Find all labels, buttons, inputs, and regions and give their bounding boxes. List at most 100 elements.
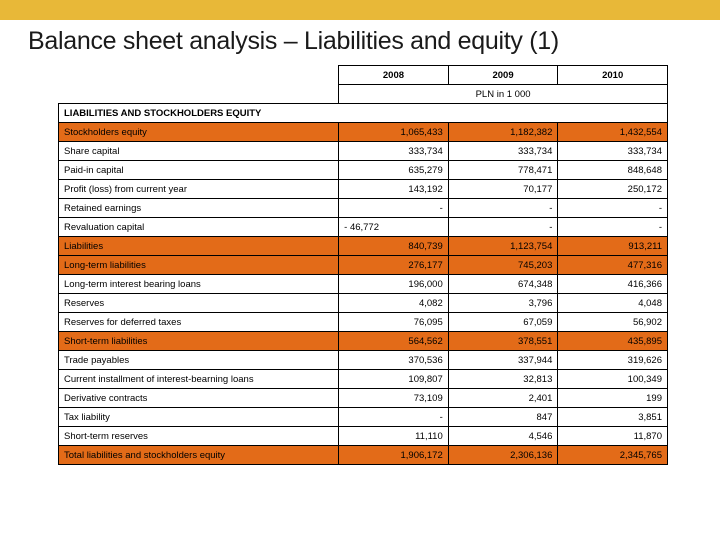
row-value: 913,211 xyxy=(558,237,668,256)
accent-bar xyxy=(0,0,720,20)
table-row: Reserves for deferred taxes76,09567,0595… xyxy=(59,313,668,332)
year-header: 2010 xyxy=(558,66,668,85)
table-row: Share capital333,734333,734333,734 xyxy=(59,142,668,161)
row-value: 4,048 xyxy=(558,294,668,313)
page-title: Balance sheet analysis – Liabilities and… xyxy=(28,26,692,57)
row-value: 276,177 xyxy=(339,256,449,275)
section-header: LIABILITIES AND STOCKHOLDERS EQUITY xyxy=(59,104,668,123)
table-row: Short-term reserves11,1104,54611,870 xyxy=(59,427,668,446)
row-value: 337,944 xyxy=(448,351,558,370)
row-value: 70,177 xyxy=(448,180,558,199)
table-row: Tax liability-8473,851 xyxy=(59,408,668,427)
table-row: Current installment of interest-bearning… xyxy=(59,370,668,389)
table-row: Retained earnings--- xyxy=(59,199,668,218)
row-value: 378,551 xyxy=(448,332,558,351)
row-value: 56,902 xyxy=(558,313,668,332)
row-value: 250,172 xyxy=(558,180,668,199)
row-value: 4,546 xyxy=(448,427,558,446)
year-header: 2008 xyxy=(339,66,449,85)
row-value: 778,471 xyxy=(448,161,558,180)
row-value: 840,739 xyxy=(339,237,449,256)
unit-label: PLN in 1 000 xyxy=(339,85,668,104)
row-value: 745,203 xyxy=(448,256,558,275)
row-value: 1,182,382 xyxy=(448,123,558,142)
row-label: Current installment of interest-bearning… xyxy=(59,370,339,389)
row-value: 67,059 xyxy=(448,313,558,332)
row-label: Reserves for deferred taxes xyxy=(59,313,339,332)
row-value: - xyxy=(339,408,449,427)
table-row: Liabilities840,7391,123,754913,211 xyxy=(59,237,668,256)
row-value: 196,000 xyxy=(339,275,449,294)
row-value: 333,734 xyxy=(558,142,668,161)
row-value: 143,192 xyxy=(339,180,449,199)
table-row: Revaluation capital- 46,772-- xyxy=(59,218,668,237)
slide-container: Balance sheet analysis – Liabilities and… xyxy=(0,20,720,471)
table-row: Trade payables370,536337,944319,626 xyxy=(59,351,668,370)
table-row: Paid-in capital635,279778,471848,648 xyxy=(59,161,668,180)
row-value: 635,279 xyxy=(339,161,449,180)
row-value: 333,734 xyxy=(339,142,449,161)
table-row: Long-term interest bearing loans196,0006… xyxy=(59,275,668,294)
row-value: 847 xyxy=(448,408,558,427)
row-value: 3,796 xyxy=(448,294,558,313)
row-value: 73,109 xyxy=(339,389,449,408)
row-value: 4,082 xyxy=(339,294,449,313)
row-value: 477,316 xyxy=(558,256,668,275)
row-value: 1,065,433 xyxy=(339,123,449,142)
row-value: - xyxy=(448,199,558,218)
table-row: Profit (loss) from current year143,19270… xyxy=(59,180,668,199)
row-label: Short-term liabilities xyxy=(59,332,339,351)
row-value: 370,536 xyxy=(339,351,449,370)
row-label: Derivative contracts xyxy=(59,389,339,408)
row-label: Revaluation capital xyxy=(59,218,339,237)
unit-row: PLN in 1 000 xyxy=(59,85,668,104)
row-value: - xyxy=(339,199,449,218)
row-label: Short-term reserves xyxy=(59,427,339,446)
balance-sheet-table-wrap: 200820092010PLN in 1 000LIABILITIES AND … xyxy=(58,65,668,465)
row-label: Total liabilities and stockholders equit… xyxy=(59,446,339,465)
row-value: 416,366 xyxy=(558,275,668,294)
row-value: 100,349 xyxy=(558,370,668,389)
row-value: 32,813 xyxy=(448,370,558,389)
table-row: Stockholders equity1,065,4331,182,3821,4… xyxy=(59,123,668,142)
row-label: Stockholders equity xyxy=(59,123,339,142)
section-header-row: LIABILITIES AND STOCKHOLDERS EQUITY xyxy=(59,104,668,123)
row-label: Long-term interest bearing loans xyxy=(59,275,339,294)
row-value: - xyxy=(448,218,558,237)
table-row: Long-term liabilities276,177745,203477,3… xyxy=(59,256,668,275)
row-value: 319,626 xyxy=(558,351,668,370)
row-label: Share capital xyxy=(59,142,339,161)
row-value: - xyxy=(558,199,668,218)
blank-cell xyxy=(59,85,339,104)
row-value: 109,807 xyxy=(339,370,449,389)
table-row: Derivative contracts73,1092,401199 xyxy=(59,389,668,408)
row-value: 435,895 xyxy=(558,332,668,351)
row-value: - 46,772 xyxy=(339,218,449,237)
blank-cell xyxy=(59,66,339,85)
row-value: 564,562 xyxy=(339,332,449,351)
row-value: - xyxy=(558,218,668,237)
row-value: 333,734 xyxy=(448,142,558,161)
row-value: 674,348 xyxy=(448,275,558,294)
row-label: Reserves xyxy=(59,294,339,313)
row-value: 2,345,765 xyxy=(558,446,668,465)
table-row: Total liabilities and stockholders equit… xyxy=(59,446,668,465)
row-value: 11,110 xyxy=(339,427,449,446)
table-row: Reserves4,0823,7964,048 xyxy=(59,294,668,313)
year-header-row: 200820092010 xyxy=(59,66,668,85)
row-value: 76,095 xyxy=(339,313,449,332)
row-label: Paid-in capital xyxy=(59,161,339,180)
row-label: Long-term liabilities xyxy=(59,256,339,275)
row-value: 1,432,554 xyxy=(558,123,668,142)
row-value: 11,870 xyxy=(558,427,668,446)
row-label: Retained earnings xyxy=(59,199,339,218)
row-value: 3,851 xyxy=(558,408,668,427)
year-header: 2009 xyxy=(448,66,558,85)
row-value: 1,123,754 xyxy=(448,237,558,256)
row-value: 2,401 xyxy=(448,389,558,408)
balance-sheet-table: 200820092010PLN in 1 000LIABILITIES AND … xyxy=(58,65,668,465)
row-value: 199 xyxy=(558,389,668,408)
row-value: 2,306,136 xyxy=(448,446,558,465)
row-label: Tax liability xyxy=(59,408,339,427)
row-value: 1,906,172 xyxy=(339,446,449,465)
